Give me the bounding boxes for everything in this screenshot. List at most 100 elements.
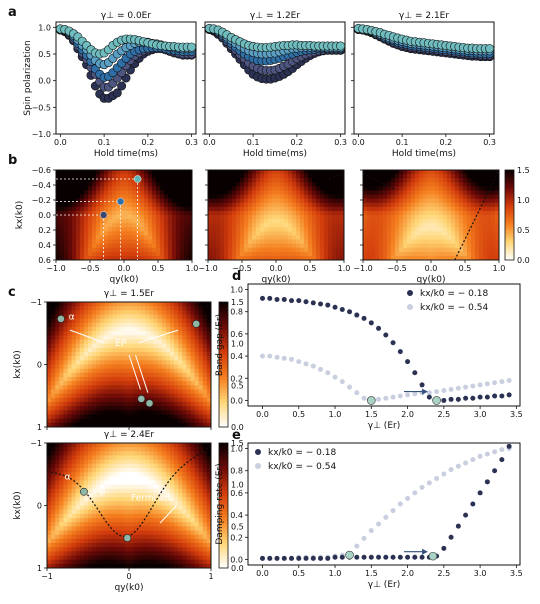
heatmap-cell (63, 509, 68, 515)
heatmap-cell (92, 397, 97, 403)
heatmap-cell (124, 198, 129, 204)
heatmap-cell (164, 186, 169, 191)
heatmap-cell (224, 219, 229, 224)
heatmap-cell (67, 352, 73, 357)
heatmap-cell (108, 385, 114, 390)
heatmap-cell (129, 463, 134, 469)
heatmap-cell (124, 306, 130, 311)
heatmap-cell (240, 243, 245, 249)
heatmap-cell (51, 488, 56, 494)
colorbar-tick-label: 0.5 (517, 226, 530, 235)
heatmap-cell (79, 447, 85, 452)
heatmap-cell (403, 190, 408, 196)
heatmap-cell (141, 360, 146, 365)
heatmap-cell (427, 186, 432, 191)
heatmap-cell (67, 310, 73, 315)
heatmap-cell (280, 231, 285, 236)
heatmap-cell (88, 468, 93, 473)
heatmap-cell (137, 488, 142, 494)
heatmap-cell (124, 488, 130, 494)
heatmap-cell (124, 210, 129, 216)
heatmap-cell (51, 310, 56, 315)
heatmap-cell (63, 559, 68, 565)
heatmap-cell (387, 174, 392, 179)
heatmap-cell (76, 198, 81, 204)
heatmap-cell (153, 551, 159, 556)
heatmap-cell (63, 488, 68, 494)
heatmap-cell (176, 178, 181, 183)
heatmap-cell (292, 231, 297, 236)
heatmap-cell (407, 182, 412, 187)
heatmap-cell (120, 559, 126, 565)
heatmap-cell (172, 215, 177, 220)
heatmap-cell (415, 243, 420, 249)
heatmap-cell (467, 178, 472, 183)
heatmap-cell (403, 202, 408, 208)
heatmap-cell (186, 389, 191, 395)
colorbar-cell (219, 402, 228, 406)
heatmap-cell (164, 202, 169, 208)
heatmap-cell (112, 372, 118, 378)
heatmap-cell (76, 223, 81, 228)
heatmap-cell (140, 198, 145, 204)
heatmap-cell (367, 186, 372, 191)
heatmap-cell (178, 356, 183, 361)
heatmap-cell (47, 555, 52, 561)
heatmap-cell (120, 509, 126, 515)
heatmap-cell (47, 513, 52, 519)
heatmap-cell (55, 451, 60, 456)
heatmap-cell (120, 194, 125, 200)
heatmap-cell (140, 194, 145, 200)
heatmap-cell (176, 206, 181, 212)
heatmap-cell (300, 219, 305, 224)
heatmap-cell (108, 368, 114, 374)
heatmap-cell (228, 190, 233, 196)
heatmap-cell (288, 231, 293, 236)
heatmap-cell (153, 468, 159, 473)
heatmap-cell (104, 310, 109, 315)
heatmap-cell (47, 352, 52, 357)
heatmap-cell (75, 480, 81, 486)
heatmap-cell (252, 174, 257, 179)
heatmap-cell (256, 235, 261, 241)
heatmap-cell (487, 194, 492, 200)
heatmap-cell (153, 543, 159, 548)
heatmap-cell (220, 182, 225, 187)
heatmap-cell (120, 302, 126, 307)
heatmap-cell (79, 509, 85, 515)
heatmap-cell (260, 219, 265, 224)
heatmap-cell (51, 443, 56, 448)
heatmap-cell (79, 356, 85, 361)
heatmap-cell (145, 538, 150, 544)
heatmap-cell (435, 178, 440, 183)
heatmap-cell (292, 255, 297, 261)
heatmap-cell (128, 227, 133, 232)
heatmap-cell (100, 318, 105, 324)
heatmap-cell (288, 251, 293, 257)
heatmap-cell (451, 206, 456, 212)
heatmap-cell (141, 563, 146, 569)
heatmap-cell (116, 389, 122, 395)
heatmap-cell (84, 170, 89, 175)
heatmap-cell (455, 235, 460, 241)
heatmap-cell (67, 410, 73, 415)
heatmap-cell (248, 186, 253, 191)
heatmap-cell (72, 178, 77, 183)
heatmap-cell (108, 335, 114, 340)
heatmap-cell (320, 178, 325, 183)
heatmap-cell (164, 194, 169, 200)
heatmap-cell (220, 219, 225, 224)
heatmap-cell (96, 547, 101, 552)
heatmap-cell (174, 327, 179, 332)
heatmap-cell (206, 322, 212, 328)
heatmap-cell (411, 247, 416, 253)
heatmap-cell (467, 223, 472, 228)
heatmap-cell (153, 402, 159, 407)
heatmap-cell (137, 418, 142, 424)
heatmap-cell (88, 322, 93, 328)
heatmap-cell (202, 381, 208, 386)
heatmap-cell (83, 306, 89, 311)
heatmap-cell (108, 255, 113, 261)
heatmap-cell (296, 202, 301, 208)
heatmap-cell (228, 251, 233, 257)
